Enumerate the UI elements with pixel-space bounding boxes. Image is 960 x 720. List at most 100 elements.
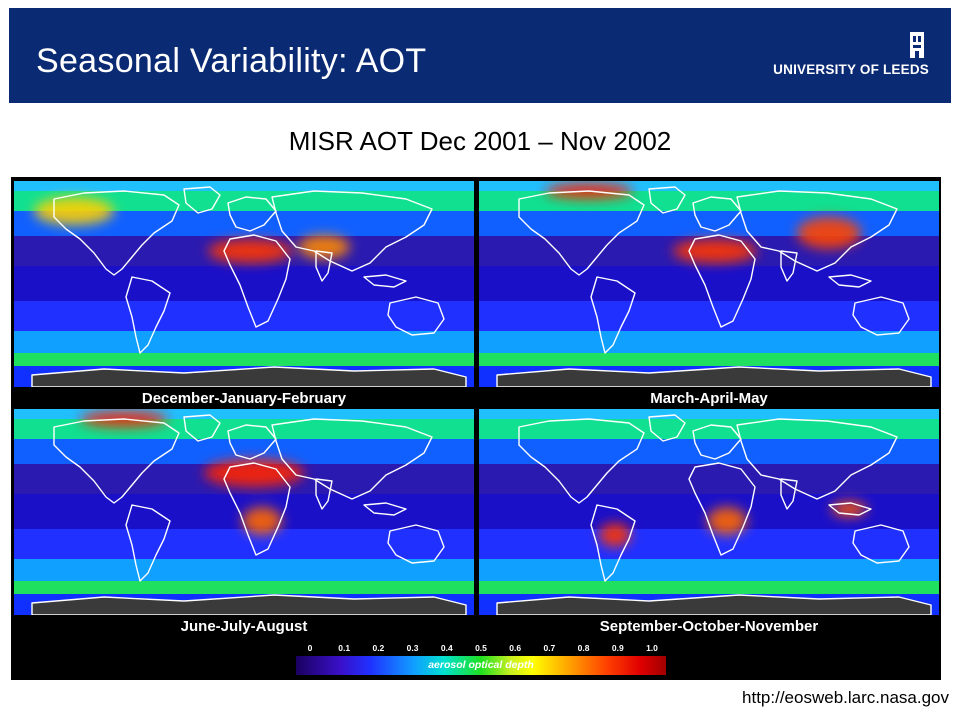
continent-outline-australia <box>387 296 445 336</box>
aot-latitude-band <box>479 181 939 191</box>
continent-outline-antarctica <box>31 594 467 615</box>
continent-outline-north-america <box>518 190 645 276</box>
aot-latitude-band <box>479 559 939 581</box>
continent-outline-asia <box>271 190 433 272</box>
continent-outline-north-america <box>53 190 180 276</box>
aot-seasonal-figure: December-January-February March-April-Ma… <box>11 177 941 680</box>
continent-outline-greenland <box>183 414 221 442</box>
continent-outline-south-america <box>125 504 171 582</box>
aot-latitude-band <box>479 409 939 419</box>
colorbar-tick: 0.2 <box>372 643 385 653</box>
leeds-tower-icon <box>910 32 924 58</box>
map-label-djf: December-January-February <box>141 390 347 407</box>
world-map-mam <box>479 181 939 387</box>
aot-latitude-band <box>479 353 939 366</box>
continent-outline-north-america <box>518 418 645 504</box>
aot-latitude-band <box>14 181 474 191</box>
aot-latitude-band <box>479 331 939 353</box>
continent-outline-indonesia <box>363 274 407 288</box>
logo-wordmark: UNIVERSITY OF LEEDS <box>773 62 929 77</box>
map-label-son: September-October-November <box>599 618 819 635</box>
colorbar-tick: 0.1 <box>338 643 351 653</box>
continent-outline-asia <box>736 418 898 500</box>
colorbar-tick: 0.9 <box>611 643 624 653</box>
aot-latitude-band <box>14 529 474 559</box>
figure-heading: MISR AOT Dec 2001 – Nov 2002 <box>288 126 672 156</box>
continent-outline-australia <box>852 524 910 564</box>
continent-outline-africa <box>688 462 756 556</box>
colorbar-gradient <box>296 656 666 675</box>
world-map-jja <box>14 409 474 615</box>
continent-outline-south-america <box>125 276 171 354</box>
colorbar-tick: 0.5 <box>475 643 487 653</box>
colorbar-tick: 0.3 <box>406 643 419 653</box>
continent-outline-antarctica <box>496 366 932 387</box>
continent-outline-africa <box>223 234 291 328</box>
continent-outline-greenland <box>648 186 686 214</box>
continent-outline-india <box>780 478 798 510</box>
aot-hotspot-sahara <box>204 459 304 487</box>
university-logo: UNIVERSITY OF LEEDS <box>769 32 929 82</box>
map-label-mam: March-April-May <box>650 390 768 407</box>
colorbar-tick: 0.4 <box>440 643 453 653</box>
aot-latitude-band <box>14 581 474 594</box>
continent-outline-africa <box>223 462 291 556</box>
map-panel-mam: March-April-May <box>479 181 939 411</box>
map-panel-son: September-October-November <box>479 409 939 639</box>
aot-hotspot-southern-africa <box>242 507 282 535</box>
aot-hotspot-sahel <box>208 239 292 263</box>
aot-hotspot-east-asia <box>797 217 861 249</box>
aot-latitude-band <box>14 409 474 419</box>
continent-outline-africa <box>688 234 756 328</box>
map-panel-jja: June-July-August <box>14 409 474 639</box>
aot-hotspot-sahel <box>673 239 757 263</box>
world-map-djf <box>14 181 474 387</box>
aot-latitude-band <box>479 211 939 236</box>
aot-hotspot-north-pacific <box>34 197 114 225</box>
aod-colorbar: 0 0.1 0.2 0.3 0.4 0.5 0.6 0.7 0.8 0.9 1.0 aerosol … <box>296 643 666 677</box>
continent-outline-indonesia <box>363 502 407 516</box>
aot-latitude-band <box>14 353 474 366</box>
aot-latitude-band <box>479 581 939 594</box>
slide-title: Seasonal Variability: AOT <box>36 42 427 80</box>
colorbar-tick: 0 <box>307 643 313 653</box>
aot-hotspot-south-asia <box>298 235 350 259</box>
continent-outline-europe <box>227 196 277 232</box>
colorbar-tick: 0.7 <box>543 643 556 653</box>
colorbar-tick: 0.8 <box>577 643 590 653</box>
continent-outline-europe <box>227 424 277 460</box>
continent-outline-north-america <box>53 418 180 504</box>
continent-outline-south-america <box>590 276 636 354</box>
aot-latitude-band <box>479 191 939 211</box>
continent-outline-india <box>780 250 798 282</box>
continent-outline-europe <box>692 196 742 232</box>
continent-outline-asia <box>271 418 433 500</box>
continent-outline-india <box>315 250 333 282</box>
continent-outline-antarctica <box>496 594 932 615</box>
title-bar: Seasonal Variability: AOT UNIVERSITY OF … <box>9 8 951 103</box>
colorbar-tick: 0.6 <box>509 643 522 653</box>
continent-outline-greenland <box>183 186 221 214</box>
continent-outline-australia <box>852 296 910 336</box>
aot-latitude-band <box>479 419 939 439</box>
source-link[interactable]: http://eosweb.larc.nasa.gov <box>742 688 949 707</box>
map-label-jja: June-July-August <box>180 618 308 635</box>
aot-latitude-band <box>14 301 474 331</box>
continent-outline-asia <box>736 190 898 272</box>
world-map-son <box>479 409 939 615</box>
colorbar-label: aerosol optical depth <box>428 659 534 671</box>
continent-outline-greenland <box>648 414 686 442</box>
aot-latitude-band <box>479 439 939 464</box>
continent-outline-europe <box>692 424 742 460</box>
aot-hotspot-southern-africa <box>707 507 747 535</box>
aot-latitude-band <box>479 464 939 494</box>
aot-latitude-band <box>14 191 474 211</box>
aot-latitude-band <box>479 301 939 331</box>
aot-latitude-band <box>14 559 474 581</box>
aot-latitude-band <box>14 331 474 353</box>
continent-outline-south-america <box>590 504 636 582</box>
continent-outline-australia <box>387 524 445 564</box>
map-panel-djf: December-January-February <box>14 181 474 411</box>
aot-latitude-band <box>14 419 474 439</box>
continent-outline-indonesia <box>828 502 872 516</box>
